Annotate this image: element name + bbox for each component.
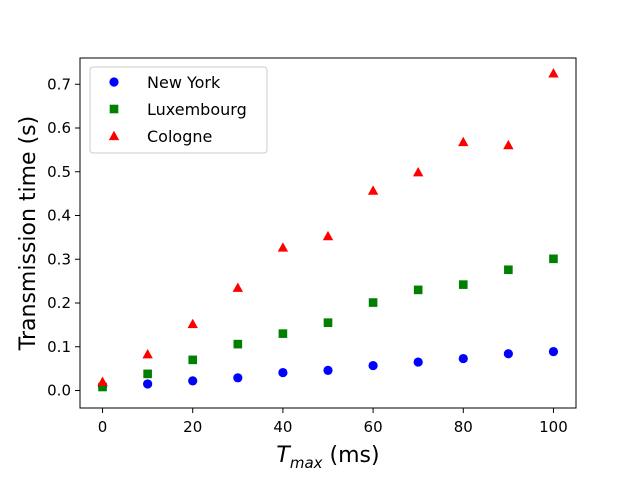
- data-point-luxembourg: [323, 318, 333, 327]
- data-point-cologne: [277, 242, 289, 252]
- data-point-luxembourg: [549, 254, 558, 264]
- x-axis-title-unit: (ms): [323, 443, 380, 468]
- x-axis-title: Tmax (ms): [276, 443, 379, 472]
- legend-marker-cologne: [108, 130, 120, 141]
- y-tick-label: 0.0: [47, 382, 71, 400]
- x-tick-label: 100: [539, 418, 568, 436]
- x-tick-label: 60: [364, 418, 383, 436]
- data-point-luxembourg: [143, 369, 152, 379]
- y-tick-label: 0.7: [47, 75, 71, 93]
- data-point-new-york: [458, 353, 468, 364]
- data-point-cologne: [97, 376, 108, 386]
- data-point-cologne: [322, 230, 334, 241]
- y-axis: 0.0 0.1 0.2 0.3 0.4 0.5 0.6 0.7: [47, 75, 80, 400]
- legend-marker-new-york: [109, 77, 119, 87]
- y-axis-title: Transmission time (s): [16, 116, 41, 351]
- data-point-cologne: [412, 166, 424, 177]
- legend-label-luxembourg: Luxembourg: [147, 100, 247, 119]
- legend: New York Luxembourg Cologne: [89, 66, 268, 154]
- data-point-luxembourg: [504, 265, 513, 275]
- data-point-new-york: [548, 346, 559, 357]
- data-point-new-york: [413, 357, 423, 367]
- x-axis-title-subscript: max: [290, 454, 323, 472]
- x-tick-label: 80: [454, 418, 473, 436]
- legend-marker-luxembourg: [109, 104, 119, 114]
- y-tick-label: 0.6: [47, 119, 71, 137]
- data-point-luxembourg: [368, 298, 378, 307]
- x-axis-title-main: T: [276, 443, 291, 468]
- data-point-cologne: [367, 185, 379, 195]
- data-point-luxembourg: [98, 382, 107, 392]
- data-point-cologne: [548, 68, 559, 78]
- data-point-cologne: [458, 136, 469, 147]
- y-tick-label: 0.3: [47, 250, 71, 268]
- y-tick-label: 0.2: [47, 294, 71, 312]
- data-point-new-york: [278, 367, 288, 378]
- data-point-cologne: [187, 318, 198, 329]
- data-point-new-york: [503, 349, 513, 359]
- legend-label-new-york: New York: [147, 73, 221, 92]
- data-point-new-york: [368, 360, 378, 371]
- data-point-cologne: [142, 348, 153, 359]
- x-axis: 0 20 40 60 80 100: [98, 408, 568, 436]
- x-tick-label: 0: [98, 418, 108, 436]
- data-point-new-york: [233, 373, 243, 383]
- data-point-new-york: [143, 379, 153, 389]
- data-point-luxembourg: [233, 339, 243, 349]
- x-tick-label: 20: [183, 418, 202, 436]
- data-point-cologne: [232, 282, 244, 292]
- data-point-luxembourg: [278, 329, 288, 338]
- x-tick-label: 40: [273, 418, 292, 436]
- data-points: [97, 68, 559, 392]
- data-point-new-york: [188, 376, 198, 386]
- plot-area-frame: [79, 57, 577, 409]
- data-point-cologne: [503, 139, 514, 150]
- data-point-new-york: [323, 365, 333, 375]
- data-point-luxembourg: [188, 355, 198, 365]
- y-tick-label: 0.5: [47, 163, 71, 181]
- y-tick-label: 0.4: [47, 207, 71, 225]
- y-tick-label: 0.1: [47, 338, 71, 356]
- legend-box: [89, 66, 268, 154]
- legend-label-cologne: Cologne: [147, 127, 212, 146]
- data-point-luxembourg: [413, 285, 423, 295]
- data-point-luxembourg: [458, 280, 468, 289]
